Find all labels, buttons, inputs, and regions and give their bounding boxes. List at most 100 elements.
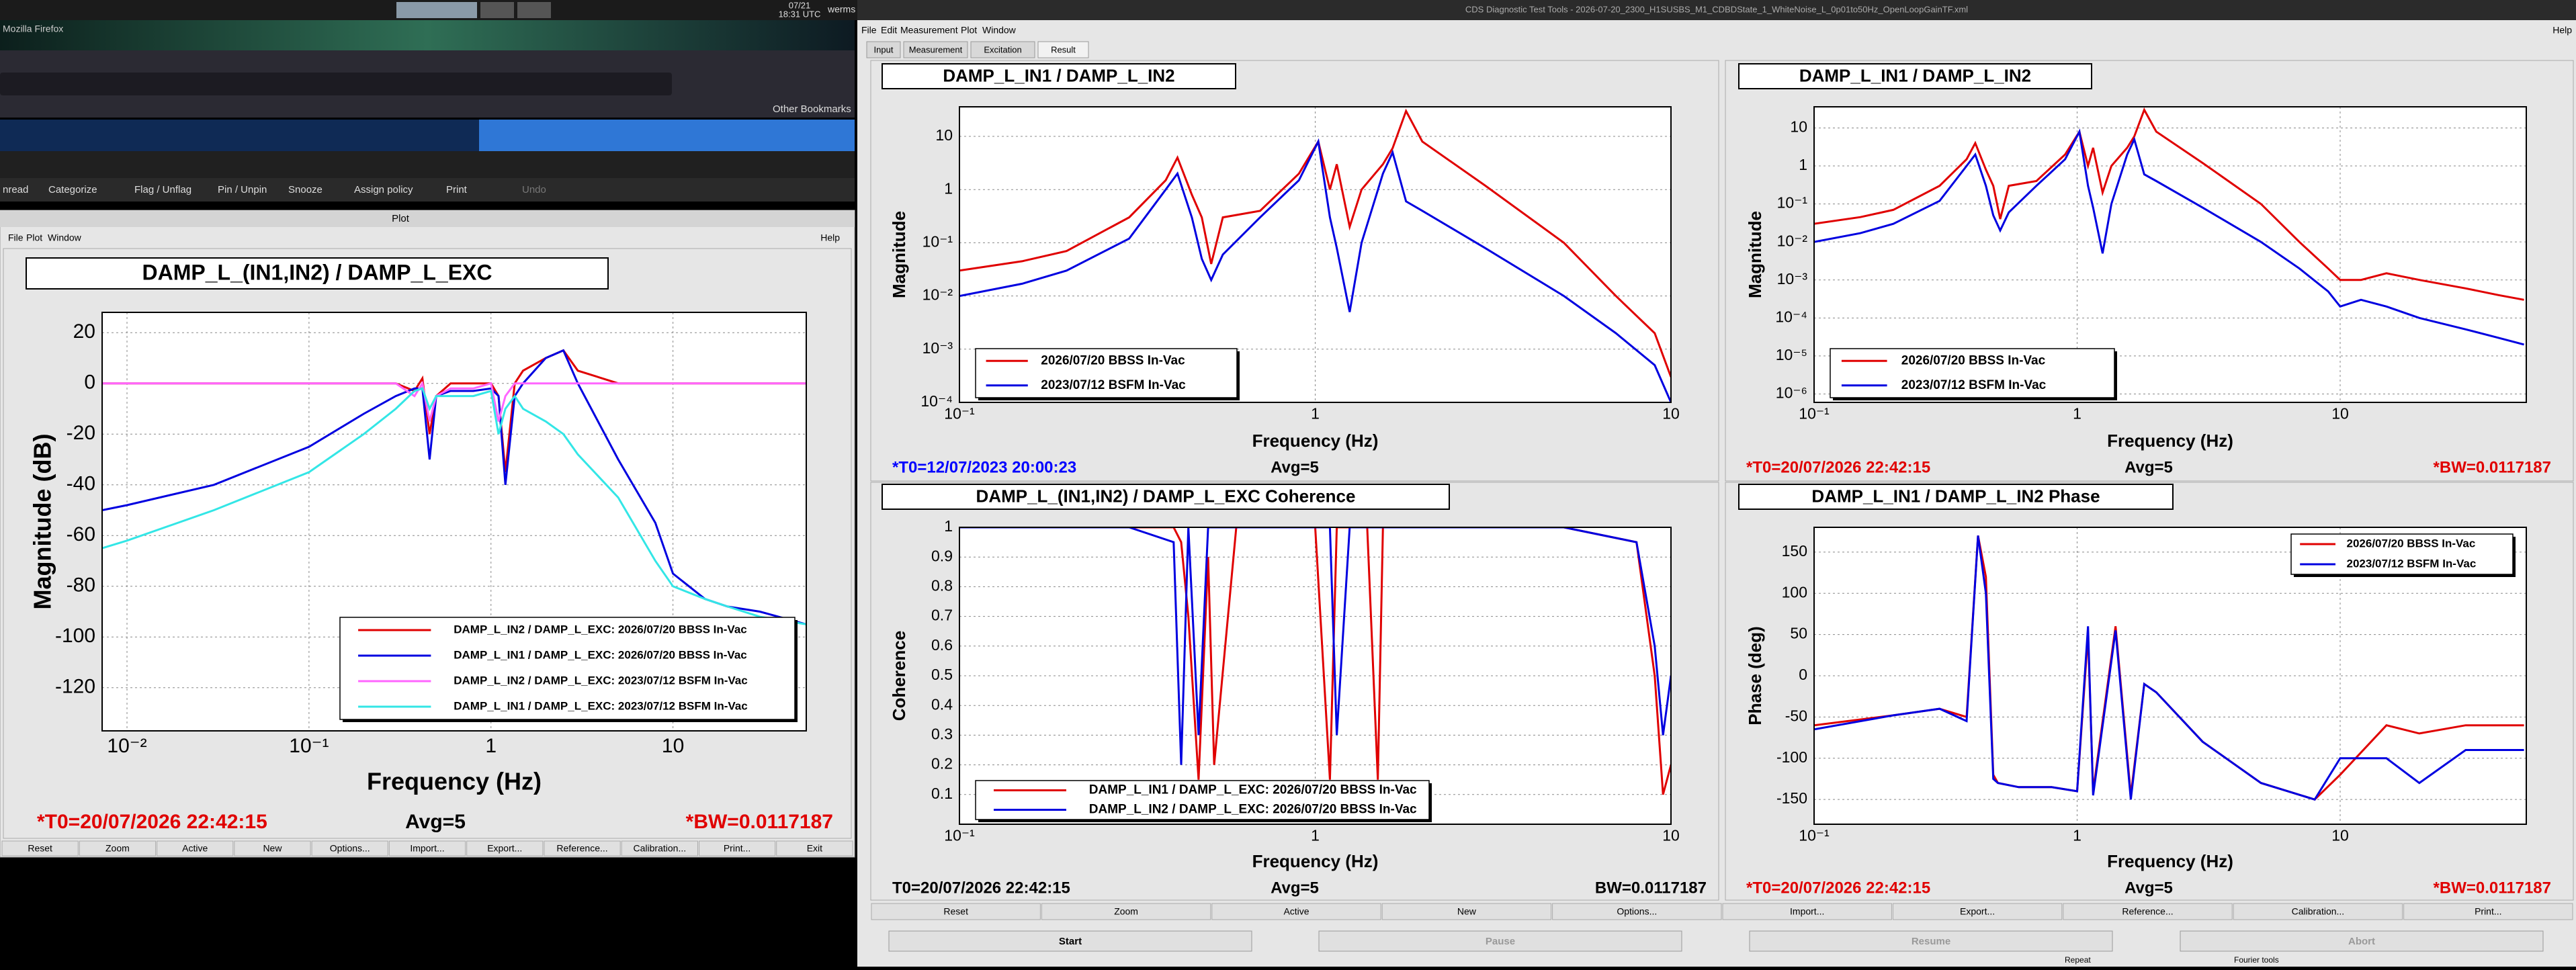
mail-toolbar xyxy=(0,178,855,202)
button-label[interactable]: Export... xyxy=(1960,906,1995,917)
bookmarks-folder[interactable]: Other Bookmarks xyxy=(773,103,851,115)
toolbar-item[interactable]: Pin / Unpin xyxy=(218,184,267,195)
button-label[interactable]: Print... xyxy=(724,843,750,854)
menu-item[interactable]: Plot xyxy=(961,25,977,36)
button[interactable] xyxy=(1892,903,2063,920)
button-label[interactable]: Print... xyxy=(2475,906,2501,917)
button[interactable] xyxy=(1041,903,1211,920)
button[interactable] xyxy=(388,840,466,856)
menu-item[interactable]: Window xyxy=(982,25,1017,36)
button[interactable] xyxy=(698,840,776,856)
button-label[interactable]: Options... xyxy=(330,843,370,854)
footer-item[interactable]: Repeat xyxy=(2065,955,2091,965)
button-label[interactable]: Reference... xyxy=(556,843,607,854)
task-button[interactable] xyxy=(480,2,514,18)
x-axis-label: Frequency (Hz) xyxy=(2107,851,2233,871)
run-button-label[interactable]: Abort xyxy=(2348,936,2375,947)
toolbar-item[interactable]: nread xyxy=(3,184,28,195)
tab-label[interactable]: Measurement xyxy=(909,44,963,54)
button[interactable] xyxy=(311,840,388,856)
button[interactable] xyxy=(776,840,853,856)
button[interactable] xyxy=(1,840,79,856)
tab[interactable] xyxy=(866,41,901,58)
x-tick-label: 1 xyxy=(2073,404,2081,422)
legend-label: 2026/07/20 BBSS In-Vac xyxy=(1041,353,1185,367)
tab[interactable] xyxy=(970,41,1035,58)
button[interactable] xyxy=(1211,903,1381,920)
button[interactable] xyxy=(2233,903,2403,920)
button-label[interactable]: Zoom xyxy=(105,843,130,854)
button-label[interactable]: Import... xyxy=(410,843,444,854)
button-label[interactable]: Exit xyxy=(807,843,822,854)
y-tick-label: -40 xyxy=(67,473,95,495)
footer-item[interactable]: Fourier tools xyxy=(2234,955,2279,965)
menu-item[interactable]: File xyxy=(8,232,24,243)
y-tick-label: 1 xyxy=(944,517,953,535)
button[interactable] xyxy=(2403,903,2573,920)
button[interactable] xyxy=(234,840,311,856)
y-tick-label: -100 xyxy=(1776,748,1807,766)
button[interactable] xyxy=(544,840,621,856)
button[interactable] xyxy=(157,840,234,856)
run-button-label[interactable]: Pause xyxy=(1486,936,1515,947)
menu-item[interactable]: Plot xyxy=(26,232,42,243)
button-label[interactable]: Calibration... xyxy=(634,843,687,854)
tab[interactable] xyxy=(903,41,968,58)
status-text: T0=20/07/2026 22:42:15 xyxy=(892,879,1070,897)
button-label[interactable]: Active xyxy=(182,843,208,854)
button-label[interactable]: New xyxy=(1457,906,1477,917)
window-title: CDS Diagnostic Test Tools - 2026-07-20_2… xyxy=(1465,4,1968,14)
run-button[interactable] xyxy=(1749,930,2113,952)
button-label[interactable]: Options... xyxy=(1617,906,1657,917)
button[interactable] xyxy=(1381,903,1552,920)
tab-label[interactable]: Result xyxy=(1051,44,1076,54)
button-label[interactable]: Export... xyxy=(487,843,522,854)
button-label[interactable]: Active xyxy=(1283,906,1309,917)
button-label[interactable]: Calibration... xyxy=(2292,906,2345,917)
toolbar-item[interactable]: Undo xyxy=(522,184,546,195)
address-bar[interactable] xyxy=(0,73,672,95)
button[interactable] xyxy=(1722,903,1892,920)
button-label[interactable]: Reset xyxy=(943,906,968,917)
run-button[interactable] xyxy=(1318,930,1682,952)
chart-title-box xyxy=(26,257,609,290)
button[interactable] xyxy=(2063,903,2233,920)
button[interactable] xyxy=(1552,903,1722,920)
button[interactable] xyxy=(466,840,544,856)
x-tick-label: 1 xyxy=(485,735,497,757)
toolbar-item[interactable]: Snooze xyxy=(288,184,323,195)
menu-item[interactable]: Edit xyxy=(881,25,897,36)
menu-item[interactable]: File xyxy=(861,25,877,36)
menu-help[interactable]: Help xyxy=(2552,25,2572,36)
button-label[interactable]: Import... xyxy=(1790,906,1824,917)
chart-title: DAMP_L_(IN1,IN2) / DAMP_L_EXC xyxy=(142,260,492,284)
menu-help[interactable]: Help xyxy=(820,232,840,243)
user-name: werms xyxy=(827,4,855,15)
button-label[interactable]: Zoom xyxy=(1114,906,1138,917)
x-axis-label: Frequency (Hz) xyxy=(2107,431,2233,451)
button[interactable] xyxy=(871,903,1041,920)
button-label[interactable]: Reference... xyxy=(2122,906,2173,917)
run-button-label[interactable]: Resume xyxy=(1912,936,1950,947)
task-button[interactable] xyxy=(396,2,477,18)
task-button[interactable] xyxy=(517,2,551,18)
tab[interactable] xyxy=(1037,41,1089,58)
run-button[interactable] xyxy=(2180,930,2544,952)
toolbar-item[interactable]: Categorize xyxy=(48,184,97,195)
run-button-label[interactable]: Start xyxy=(1059,936,1082,947)
button[interactable] xyxy=(79,840,157,856)
button-label[interactable]: New xyxy=(263,843,282,854)
chart-title: DAMP_L_IN1 / DAMP_L_IN2 xyxy=(1799,65,2031,85)
y-tick-label: 100 xyxy=(1782,583,1807,601)
toolbar-item[interactable]: Assign policy xyxy=(354,184,413,195)
banner xyxy=(479,120,855,151)
tab-label[interactable]: Input xyxy=(874,44,894,54)
toolbar-item[interactable]: Flag / Unflag xyxy=(134,184,191,195)
button[interactable] xyxy=(621,840,698,856)
toolbar-item[interactable]: Print xyxy=(446,184,468,195)
tab-label[interactable]: Excitation xyxy=(984,44,1021,54)
button-label[interactable]: Reset xyxy=(28,843,52,854)
menu-item[interactable]: Window xyxy=(48,232,82,243)
menu-item[interactable]: Measurement xyxy=(900,25,958,36)
run-button[interactable] xyxy=(888,930,1252,952)
